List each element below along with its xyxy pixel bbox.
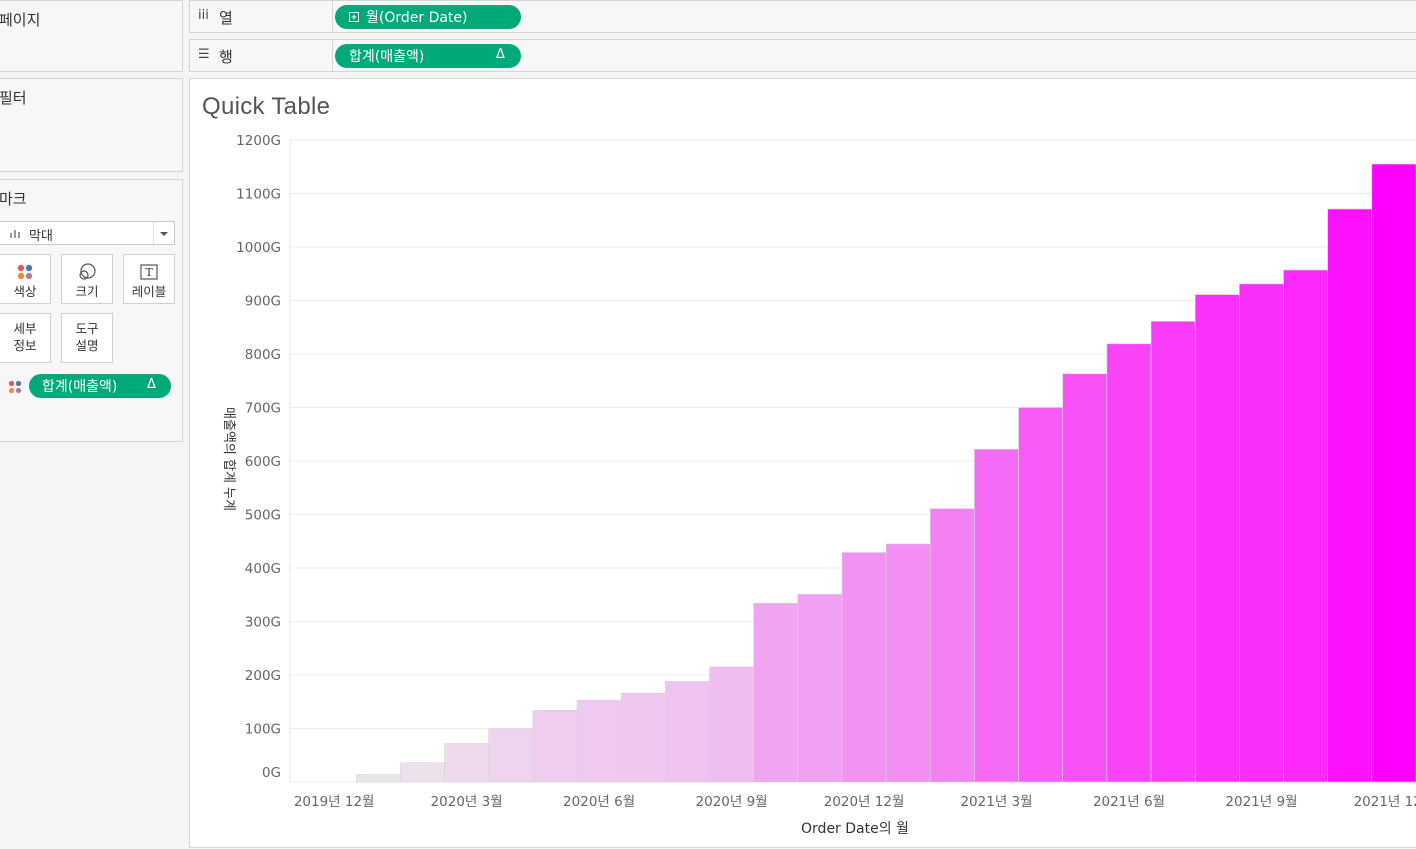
y-axis-title: 매출액의 합계 누계	[221, 407, 236, 511]
x-tick-label: 2020년 12월	[824, 794, 905, 810]
bar-2021-01[interactable]	[885, 543, 931, 783]
x-tick-label: 2020년 3월	[431, 794, 503, 810]
bar-2020-05[interactable]	[532, 710, 578, 783]
bar-2020-11[interactable]	[797, 593, 843, 783]
x-tick-label: 2021년 3월	[960, 794, 1032, 810]
rows-pill[interactable]: 합계(매출액) Δ	[335, 44, 521, 68]
y-tick-label: 800G	[245, 347, 281, 363]
columns-pill[interactable]: 월(Order Date)	[335, 5, 521, 29]
y-tick-label: 200G	[245, 668, 281, 684]
color-measure-pill[interactable]: 합계(매출액) Δ	[29, 374, 171, 398]
y-tick-label: 700G	[245, 401, 281, 417]
tooltip-button-label: 도구 설명	[75, 321, 99, 353]
bar-2020-10[interactable]	[753, 603, 799, 783]
bar-2021-07[interactable]	[1150, 321, 1196, 783]
bar-chart: 0G 100G 200G 300G 400G 500G 600G 700G 800G 900G 10…	[221, 133, 1416, 837]
bar-2020-06[interactable]	[576, 699, 622, 783]
view-title: Quick Table	[202, 93, 331, 120]
label-button[interactable]: T 레이블	[123, 254, 175, 304]
rows-label: 행	[219, 48, 233, 66]
bar-2020-12[interactable]	[841, 552, 887, 783]
bar-2021-05[interactable]	[1062, 373, 1108, 783]
bar-2020-01[interactable]	[355, 774, 401, 783]
bar-2021-04[interactable]	[1018, 407, 1064, 783]
expand-plus-icon[interactable]	[349, 12, 359, 22]
columns-icon: iii	[198, 8, 209, 23]
x-tick-label: 2021년 6월	[1093, 794, 1165, 810]
rows-pill-label: 합계(매출액)	[349, 49, 425, 65]
size-button-label: 크기	[75, 284, 99, 299]
columns-shelf: iii 열 월(Order Date)	[189, 0, 1416, 33]
detail-button[interactable]: 세부 정보	[0, 313, 51, 363]
x-tick-label: 2020년 9월	[696, 794, 768, 810]
bar-2020-02[interactable]	[400, 762, 445, 783]
y-tick-label: 0G	[262, 765, 281, 781]
delta-icon: Δ	[496, 47, 505, 62]
x-tick-label: 2021년 12월	[1354, 794, 1416, 810]
bar-2020-08[interactable]	[665, 681, 710, 783]
y-tick-label: 300G	[245, 615, 281, 631]
size-button[interactable]: 크기	[61, 254, 113, 304]
size-circles-icon	[62, 261, 112, 283]
bar-2021-12[interactable]	[1371, 163, 1416, 783]
delta-icon: Δ	[147, 377, 156, 392]
x-axis-title: Order Date의 월	[801, 821, 909, 837]
label-button-label: 레이블	[131, 284, 167, 299]
bar-2020-09[interactable]	[709, 666, 754, 783]
bar-chart-icon	[10, 230, 20, 238]
mark-type-label: 막대	[29, 229, 53, 244]
pages-panel[interactable]: 페이지	[0, 0, 183, 72]
bar-2021-06[interactable]	[1106, 343, 1152, 783]
color-button[interactable]: 색상	[0, 254, 51, 304]
y-tick-label: 400G	[245, 561, 281, 577]
x-tick-label: 2019년 12월	[294, 794, 375, 810]
chevron-down-icon[interactable]	[153, 222, 174, 244]
y-tick-label: 1100G	[236, 187, 281, 203]
color-dots-icon	[0, 261, 50, 283]
color-button-label: 색상	[13, 284, 37, 299]
bar-2021-09[interactable]	[1239, 283, 1284, 783]
rows-shelf: ☰ 행 합계(매출액) Δ	[189, 39, 1416, 72]
filters-title: 필터	[0, 89, 27, 107]
marks-title: 마크	[0, 190, 27, 208]
y-tick-label: 900G	[245, 294, 281, 310]
detail-button-label: 세부 정보	[13, 321, 37, 353]
bar-2021-02[interactable]	[929, 508, 975, 783]
columns-label: 열	[219, 9, 233, 27]
x-tick-label: 2020년 6월	[563, 794, 635, 810]
y-tick-label: 1200G	[236, 133, 281, 149]
text-label-icon: T	[124, 261, 174, 283]
filters-panel[interactable]: 필터	[0, 78, 183, 172]
y-tick-label: 500G	[245, 508, 281, 524]
y-tick-label: 1000G	[236, 240, 281, 256]
bar-2021-03[interactable]	[974, 448, 1019, 783]
bar-2021-08[interactable]	[1194, 294, 1240, 783]
rows-icon: ☰	[198, 47, 210, 62]
bar-2021-10[interactable]	[1283, 269, 1328, 783]
marks-panel: 마크 막대 색상 크기 T 레이블 세부 정보 도구 설명 합계(매출액) Δ	[0, 179, 183, 442]
pages-title: 페이지	[0, 11, 41, 29]
x-tick-label: 2021년 9월	[1225, 794, 1297, 810]
mark-type-dropdown[interactable]: 막대	[0, 221, 175, 245]
bar-2020-03[interactable]	[444, 743, 490, 783]
chart-view: Quick Table 0G 100G 200G 300G 400G 500G 600G 70…	[189, 78, 1416, 848]
columns-pill-label: 월(Order Date)	[366, 10, 468, 26]
bar-2021-11[interactable]	[1327, 208, 1373, 783]
y-tick-label: 600G	[245, 454, 281, 470]
bar-2020-07[interactable]	[620, 692, 666, 783]
svg-text:T: T	[145, 266, 153, 279]
color-encoding-icon	[8, 380, 22, 394]
tooltip-button[interactable]: 도구 설명	[61, 313, 113, 363]
bar-2020-04[interactable]	[488, 728, 534, 783]
y-tick-label: 100G	[245, 722, 281, 738]
color-pill-label: 합계(매출액)	[42, 379, 118, 395]
